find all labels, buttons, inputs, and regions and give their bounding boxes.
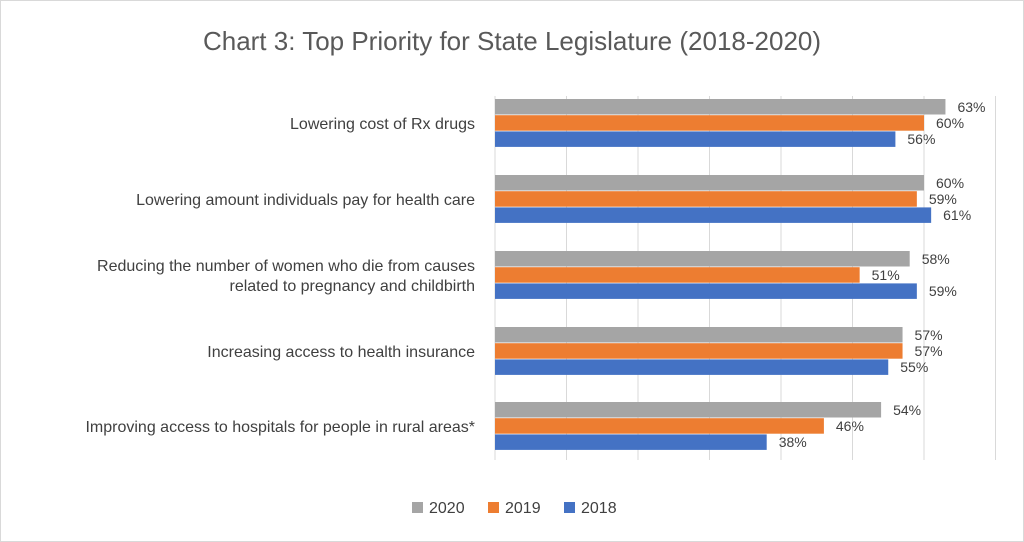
bar-2018 — [495, 283, 917, 299]
category-label: related to pregnancy and childbirth — [230, 278, 476, 295]
category-label: Reducing the number of women who die fro… — [97, 258, 475, 275]
chart-title: Chart 3: Top Priority for State Legislat… — [203, 26, 821, 56]
bars — [495, 99, 946, 450]
data-label-2020: 63% — [957, 99, 985, 115]
bar-2019 — [495, 191, 917, 207]
legend-swatch-2020 — [412, 502, 423, 513]
category-label: Improving access to hospitals for people… — [85, 419, 475, 436]
data-label-2020: 54% — [893, 402, 921, 418]
data-label-2018: 55% — [900, 359, 928, 375]
bar-2020 — [495, 175, 924, 191]
data-label-2019: 57% — [915, 343, 943, 359]
category-label: Increasing access to health insurance — [207, 344, 475, 361]
data-label-2018: 59% — [929, 283, 957, 299]
data-label-2018: 38% — [779, 434, 807, 450]
bar-2018 — [495, 359, 889, 375]
legend-label-2019: 2019 — [505, 500, 541, 517]
data-label-2020: 58% — [922, 251, 950, 267]
data-label-2019: 59% — [929, 191, 957, 207]
bar-2020 — [495, 402, 882, 418]
bar-2018 — [495, 434, 767, 450]
bar-2019 — [495, 115, 924, 131]
data-label-2019: 51% — [872, 267, 900, 283]
data-label-2020: 57% — [915, 327, 943, 343]
bar-2020 — [495, 327, 903, 343]
bar-2018 — [495, 207, 932, 223]
legend-label-2020: 2020 — [429, 500, 465, 517]
category-labels: Lowering cost of Rx drugs Lowering amount… — [85, 116, 475, 436]
data-label-2018: 61% — [943, 207, 971, 223]
data-labels: 63%60%56%60%59%61%58%51%59%57%57%55%54%4… — [779, 99, 986, 450]
data-label-2020: 60% — [936, 175, 964, 191]
category-label: Lowering cost of Rx drugs — [290, 116, 475, 133]
data-label-2019: 60% — [936, 115, 964, 131]
bar-2019 — [495, 343, 903, 359]
legend: 2020 2019 2018 — [412, 500, 617, 517]
bar-2019 — [495, 267, 860, 283]
legend-swatch-2019 — [488, 502, 499, 513]
bar-2018 — [495, 131, 896, 147]
data-label-2018: 56% — [907, 131, 935, 147]
legend-swatch-2018 — [564, 502, 575, 513]
bar-2019 — [495, 418, 824, 434]
data-label-2019: 46% — [836, 418, 864, 434]
legend-label-2018: 2018 — [581, 500, 617, 517]
category-label: Lowering amount individuals pay for heal… — [136, 192, 475, 209]
bar-2020 — [495, 251, 910, 267]
bar-2020 — [495, 99, 946, 115]
